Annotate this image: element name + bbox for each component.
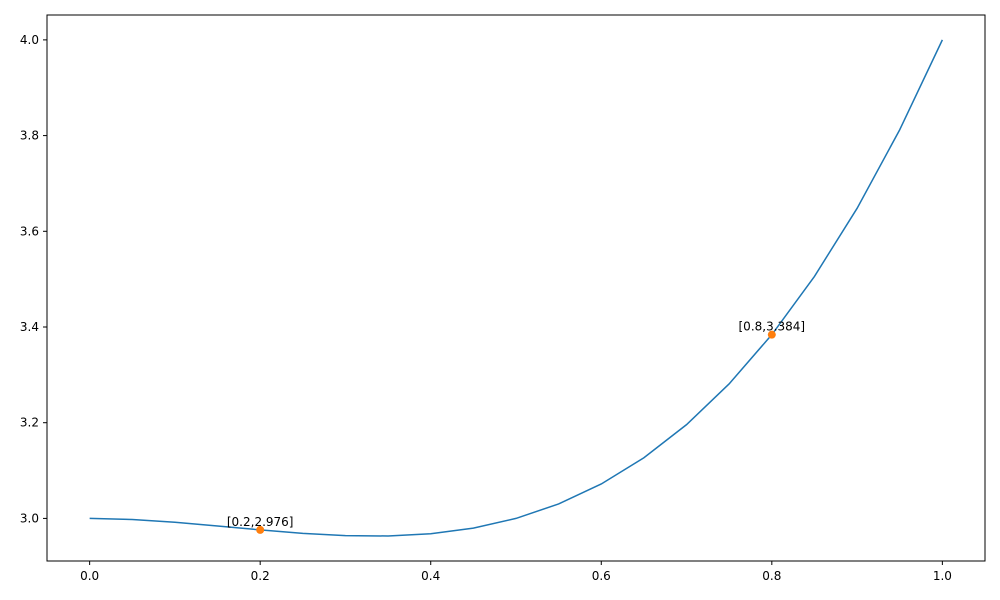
line-series [89, 39, 944, 537]
x-tick-label: 1.0 [933, 569, 952, 583]
y-tick-label: 3.0 [20, 511, 39, 525]
x-tick-label: 0.6 [592, 569, 611, 583]
y-tick-label: 3.6 [20, 224, 39, 238]
x-tick-label: 0.2 [251, 569, 270, 583]
x-tick-label: 0.0 [80, 569, 99, 583]
x-tick-label: 0.4 [421, 569, 440, 583]
y-tick-label: 3.2 [20, 416, 39, 430]
y-tick-label: 3.8 [20, 129, 39, 143]
point [767, 330, 776, 339]
point [256, 525, 265, 534]
y-tick-label: 4.0 [20, 33, 39, 47]
point-label: [0.8,3.384] [739, 320, 806, 334]
y-tick-label: 3.4 [20, 320, 39, 334]
x-tick-label: 0.8 [762, 569, 781, 583]
point-label: [0.2,2.976] [227, 515, 294, 529]
plot-frame [46, 14, 986, 562]
